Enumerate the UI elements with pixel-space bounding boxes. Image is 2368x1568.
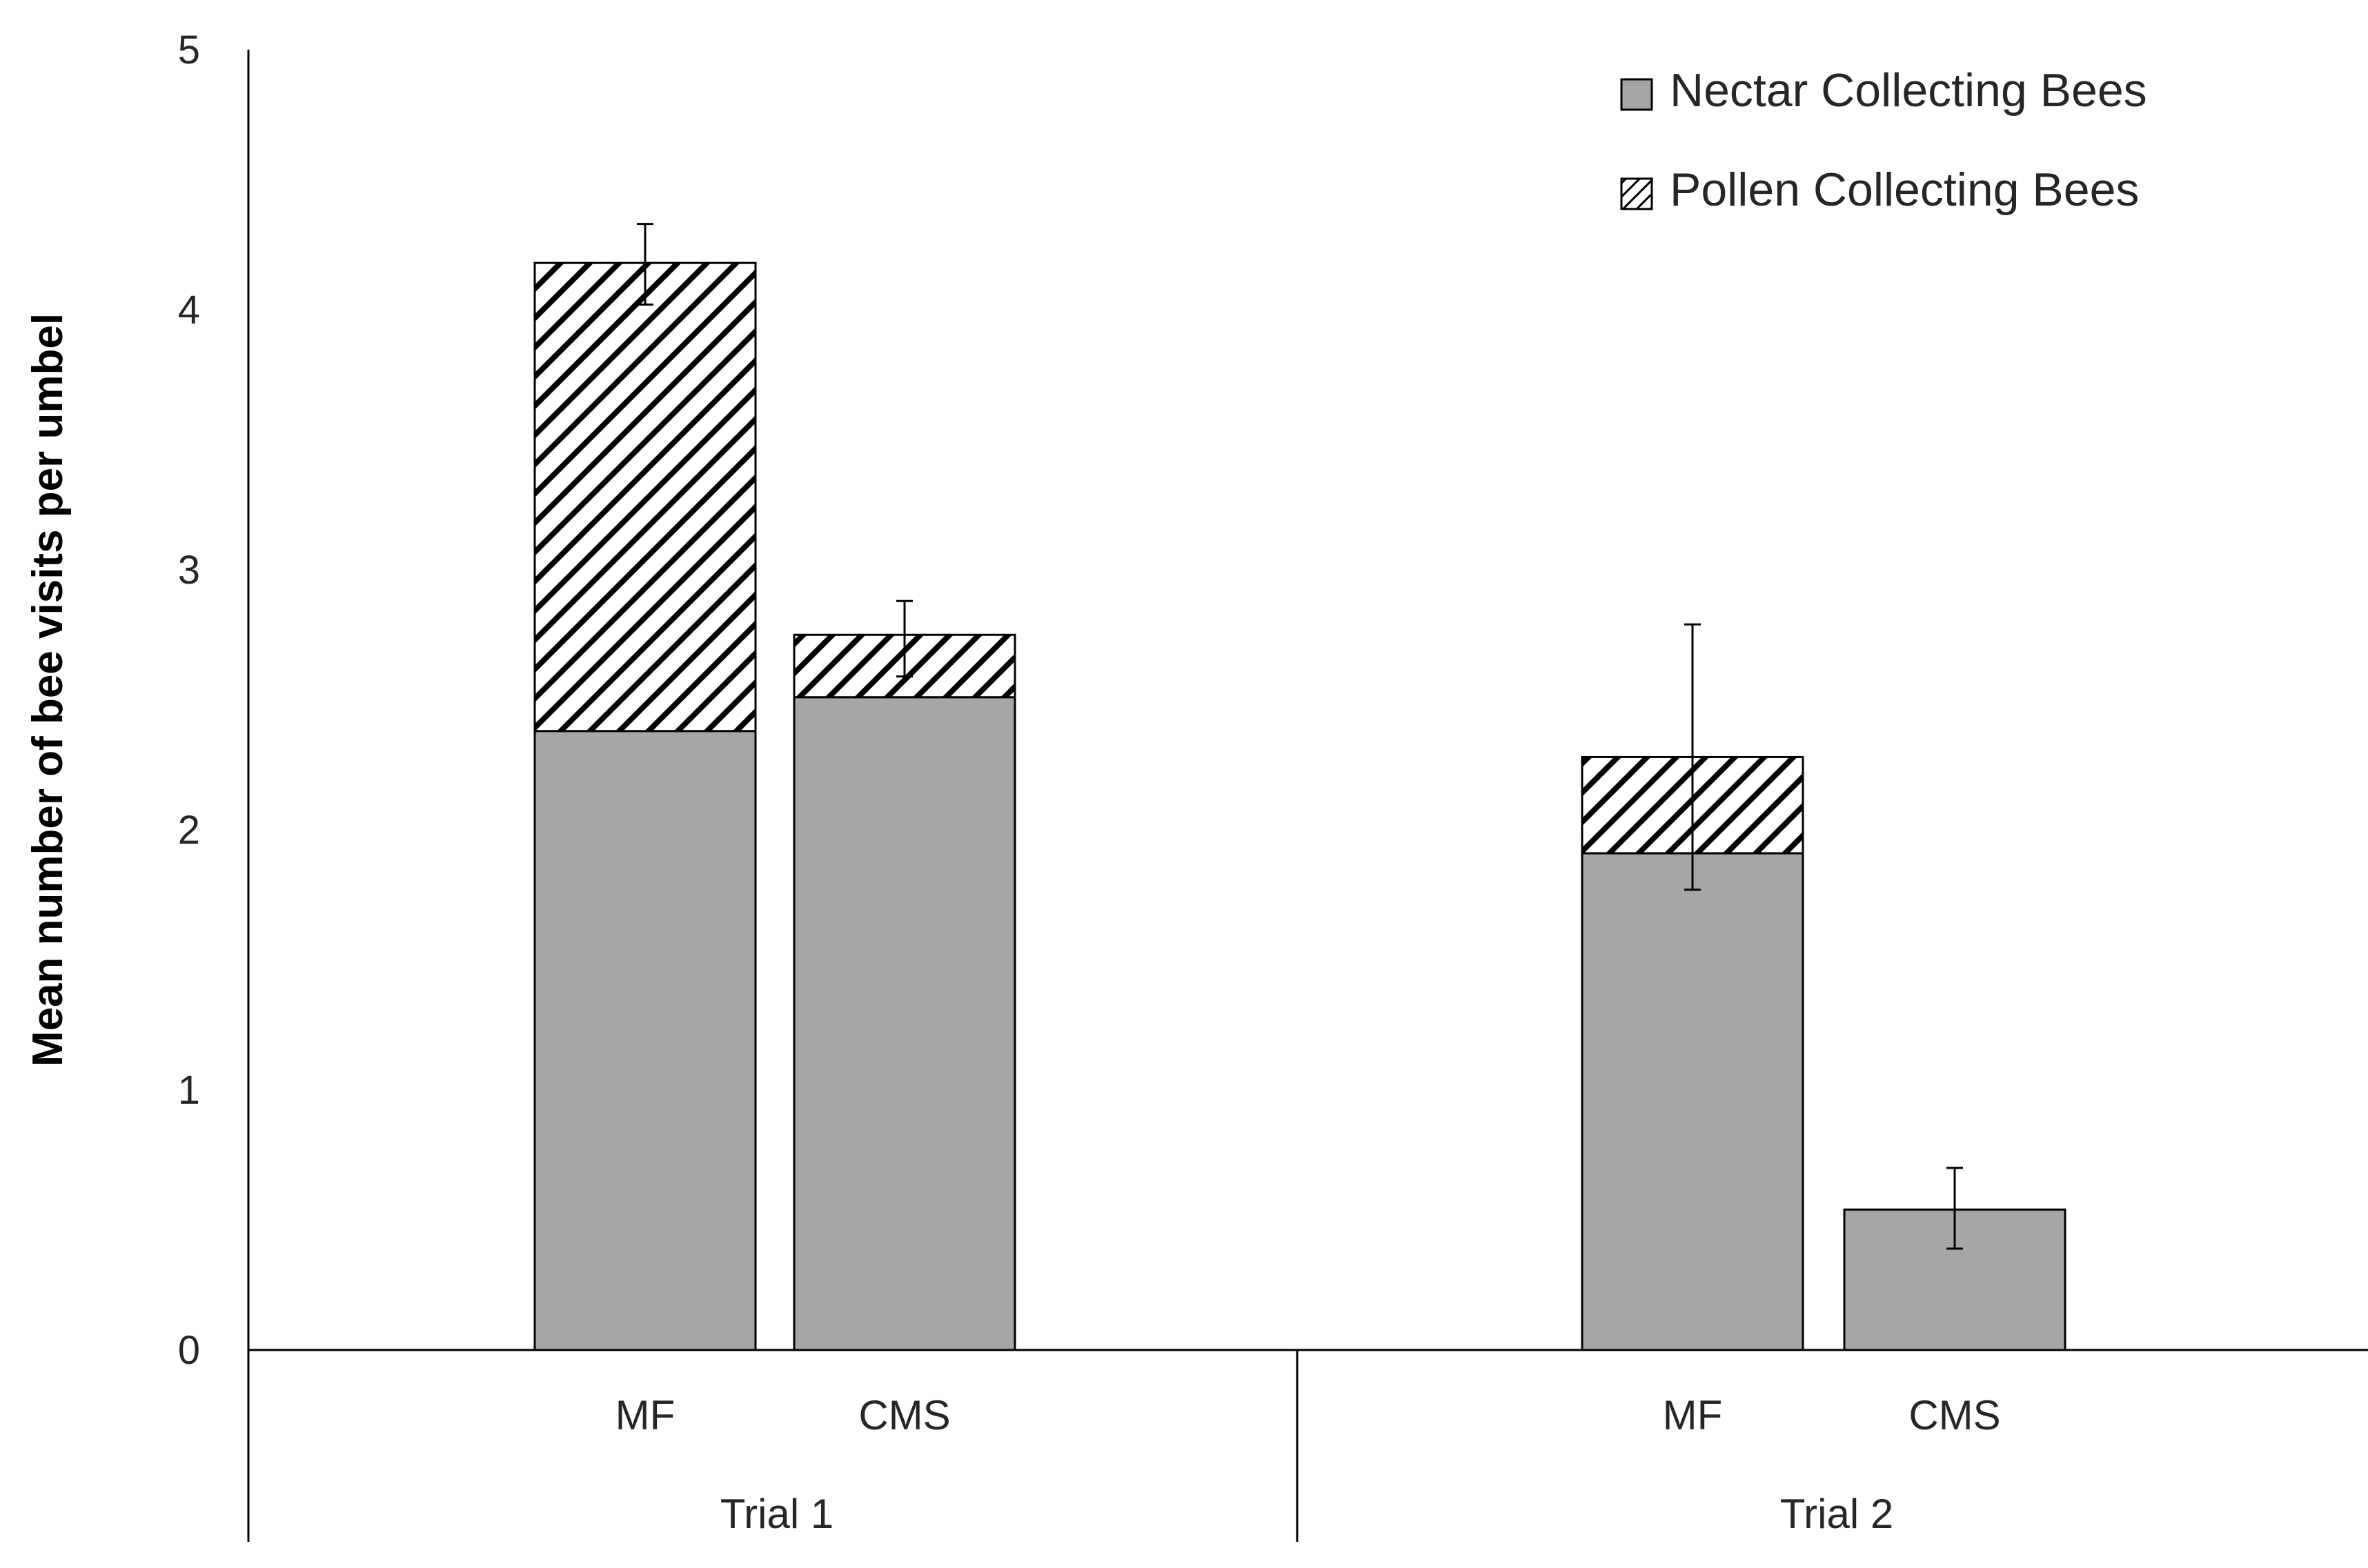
legend-swatch-nectar (1620, 78, 1653, 111)
y-tick-label: 5 (178, 28, 200, 72)
x-group-label: Trial 1 (720, 1491, 833, 1537)
x-category-label: MF (1663, 1392, 1723, 1438)
x-category-label: MF (615, 1392, 675, 1438)
legend-swatch-pollen (1620, 177, 1653, 210)
bar-segment-nectar (533, 730, 757, 1351)
y-tick-label: 0 (178, 1328, 200, 1373)
x-category-label: CMS (858, 1392, 950, 1438)
y-tick-label: 3 (178, 548, 200, 593)
bar-segment-pollen (533, 261, 757, 733)
legend-label-pollen: Pollen Collecting Bees (1670, 163, 2139, 216)
y-axis-label: Mean number of bee visits per umbel (24, 313, 72, 1066)
axis-labels: 0 1 2 3 4 5 MF CMS Trial 1 MF CMS Trial 2 (178, 28, 2001, 1537)
y-tick-label: 2 (178, 808, 200, 853)
bar-segment-nectar (793, 696, 1016, 1351)
x-category-label: CMS (1908, 1392, 2000, 1438)
legend-label-nectar: Nectar Collecting Bees (1670, 64, 2147, 117)
bar-segment-nectar (1581, 852, 1804, 1351)
error-bars (637, 223, 1963, 1250)
y-tick-label: 1 (178, 1068, 200, 1113)
bars (533, 261, 2066, 1351)
x-group-label: Trial 2 (1780, 1491, 1893, 1537)
legend: Nectar Collecting Bees Pollen Collecting… (1620, 64, 2147, 216)
y-tick-label: 4 (178, 288, 200, 333)
